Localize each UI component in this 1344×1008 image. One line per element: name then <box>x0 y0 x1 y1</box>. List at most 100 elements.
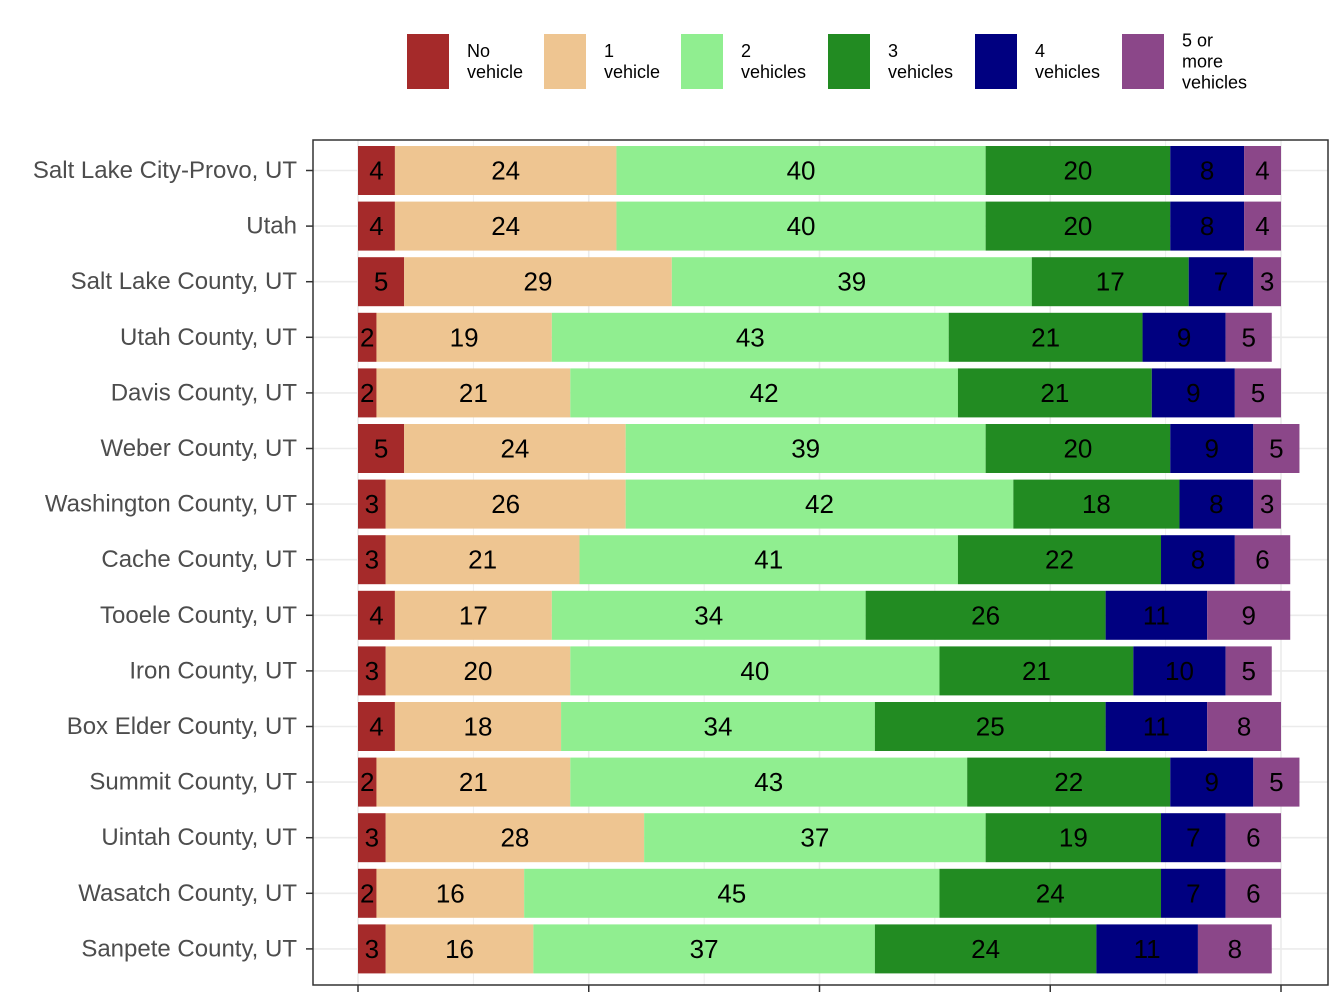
segment-value-label: 17 <box>459 600 488 630</box>
bar-segment-4-vehicles <box>1170 201 1245 251</box>
bar-segment-no-vehicle <box>358 146 395 195</box>
segment-value-label: 43 <box>754 767 783 797</box>
segment-value-label: 22 <box>1045 545 1074 575</box>
segment-value-label: 7 <box>1186 878 1200 908</box>
bar-segment-2-vehicles <box>644 813 986 863</box>
bar-segment-no-vehicle <box>358 813 386 863</box>
segment-value-label: 20 <box>464 656 493 686</box>
bar-segment-5-or-more-vehicles <box>1234 368 1281 418</box>
segment-value-label: 25 <box>976 712 1005 742</box>
bar-segment-no-vehicle <box>358 535 386 585</box>
segment-value-label: 2 <box>360 767 374 797</box>
bar-segment-5-or-more-vehicles <box>1225 868 1281 918</box>
segment-value-label: 9 <box>1205 767 1219 797</box>
segment-value-label: 41 <box>754 545 783 575</box>
bar-segment-5-or-more-vehicles <box>1207 702 1281 751</box>
segment-value-label: 6 <box>1246 823 1260 853</box>
segment-value-label: 19 <box>450 322 479 352</box>
bar-segment-no-vehicle <box>358 868 377 918</box>
bar-segment-5-or-more-vehicles <box>1244 201 1281 251</box>
segment-value-label: 19 <box>1059 823 1088 853</box>
bar-segment-4-vehicles <box>1133 646 1226 696</box>
bar-segment-no-vehicle <box>358 590 395 640</box>
category-label: Box Elder County, UT <box>67 713 298 740</box>
segment-value-label: 2 <box>360 322 374 352</box>
bar-segment-4-vehicles <box>1179 479 1254 529</box>
segment-value-label: 4 <box>1255 211 1269 241</box>
bar-segment-4-vehicles <box>1105 590 1208 640</box>
bar-segment-5-or-more-vehicles <box>1244 146 1281 195</box>
bar-segment-3-vehicles <box>865 590 1106 640</box>
bar-segment-4-vehicles <box>1161 868 1226 918</box>
legend-label: 2 vehicles <box>741 41 806 82</box>
segment-value-label: 5 <box>374 267 388 297</box>
segment-value-label: 24 <box>500 434 529 464</box>
legend-label: 4 vehicles <box>1035 41 1100 82</box>
category-label: Salt Lake City-Provo, UT <box>33 157 297 184</box>
category-label: Sanpete County, UT <box>81 935 297 962</box>
bar-segment-no-vehicle <box>358 424 405 473</box>
bar-segment-4-vehicles <box>1096 924 1198 974</box>
segment-value-label: 8 <box>1200 211 1214 241</box>
bar-segment-2-vehicles <box>533 924 875 974</box>
segment-value-label: 39 <box>791 434 820 464</box>
segment-value-label: 6 <box>1255 545 1269 575</box>
category-label: Tooele County, UT <box>100 602 297 629</box>
category-label: Iron County, UT <box>129 657 297 684</box>
bar-segment-5-or-more-vehicles <box>1225 813 1281 863</box>
bar-segment-2-vehicles <box>616 146 986 195</box>
bar-segment-1-vehicle <box>394 146 617 195</box>
bar-segment-1-vehicle <box>385 479 626 529</box>
segment-value-label: 40 <box>787 211 816 241</box>
segment-value-label: 42 <box>805 489 834 519</box>
bar-segment-no-vehicle <box>358 257 405 307</box>
bar-segment-4-vehicles <box>1170 424 1254 473</box>
bar-segment-1-vehicle <box>394 590 552 640</box>
segment-value-label: 21 <box>459 767 488 797</box>
segment-value-label: 3 <box>365 656 379 686</box>
bar-segment-5-or-more-vehicles <box>1207 590 1291 640</box>
legend: No vehicle 1 vehicle 2 vehicles 3 vehicles 4 vehi… <box>407 31 1247 93</box>
bar-segment-3-vehicles <box>967 757 1171 807</box>
legend-key-4-vehicles <box>975 34 1017 89</box>
segment-value-label: 5 <box>1269 767 1283 797</box>
segment-value-label: 34 <box>694 600 723 630</box>
segment-value-label: 24 <box>971 934 1000 964</box>
segment-value-label: 21 <box>1040 378 1069 408</box>
bar-segment-3-vehicles <box>948 312 1143 362</box>
bar-segment-1-vehicle <box>394 201 617 251</box>
legend-key-no-vehicle <box>407 34 449 89</box>
segment-value-label: 2 <box>360 378 374 408</box>
category-label: Davis County, UT <box>111 379 298 406</box>
bar-segment-3-vehicles <box>939 646 1134 696</box>
segment-value-label: 2 <box>360 878 374 908</box>
legend-key-3-vehicles <box>828 34 870 89</box>
segment-value-label: 34 <box>704 712 733 742</box>
segment-value-label: 39 <box>837 267 866 297</box>
category-label: Wasatch County, UT <box>78 880 297 907</box>
segment-value-label: 3 <box>365 823 379 853</box>
category-label: Salt Lake County, UT <box>71 268 298 295</box>
bar-segment-2-vehicles <box>616 201 986 251</box>
legend-key-5-or-more-vehicles <box>1122 34 1164 89</box>
bar-segment-3-vehicles <box>985 146 1171 195</box>
bar-segment-3-vehicles <box>939 868 1162 918</box>
segment-value-label: 24 <box>491 211 520 241</box>
segment-value-label: 16 <box>436 878 465 908</box>
bar-segment-no-vehicle <box>358 201 395 251</box>
segment-value-label: 20 <box>1063 156 1092 186</box>
segment-value-label: 9 <box>1205 434 1219 464</box>
bar-segment-4-vehicles <box>1161 535 1235 585</box>
bar-segment-3-vehicles <box>1013 479 1180 529</box>
bar-segment-2-vehicles <box>625 424 986 473</box>
bar-segment-4-vehicles <box>1170 146 1245 195</box>
bar-segment-4-vehicles <box>1105 702 1208 751</box>
segment-value-label: 26 <box>971 600 1000 630</box>
bar-segment-2-vehicles <box>524 868 940 918</box>
bar-segment-2-vehicles <box>671 257 1032 307</box>
bar-segment-3-vehicles <box>985 813 1162 863</box>
category-label: Summit County, UT <box>89 769 297 796</box>
category-label: Uintah County, UT <box>101 824 297 851</box>
segment-value-label: 3 <box>365 545 379 575</box>
bar-segment-no-vehicle <box>358 368 377 418</box>
